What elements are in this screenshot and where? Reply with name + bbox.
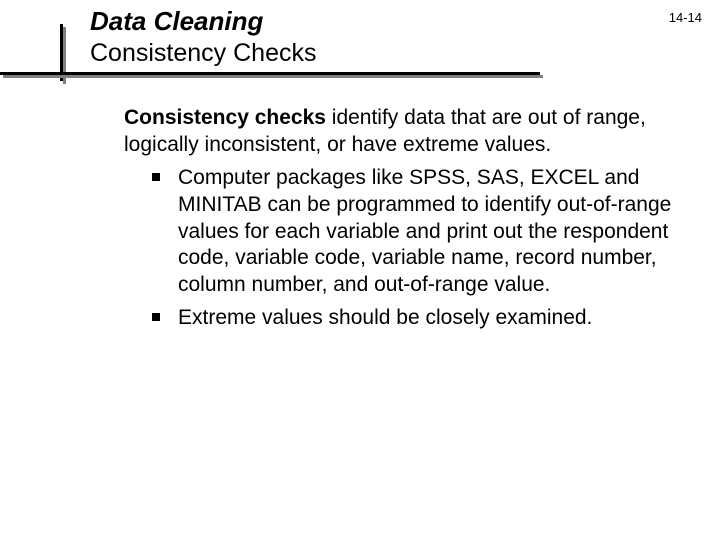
bullet-list: Computer packages like SPSS, SAS, EXCEL … — [152, 165, 676, 332]
bullet-text: Computer packages like SPSS, SAS, EXCEL … — [178, 166, 671, 297]
intro-paragraph: Consistency checks identify data that ar… — [124, 105, 676, 159]
bullet-text: Extreme values should be closely examine… — [178, 306, 592, 329]
intro-bold: Consistency checks — [124, 106, 326, 129]
header-rule — [0, 72, 720, 78]
list-item: Extreme values should be closely examine… — [152, 305, 676, 332]
main-title: Data Cleaning — [90, 6, 720, 37]
square-bullet-icon — [152, 173, 160, 181]
square-bullet-icon — [152, 313, 160, 321]
slide-header: Data Cleaning Consistency Checks — [0, 6, 720, 68]
list-item: Computer packages like SPSS, SAS, EXCEL … — [152, 165, 676, 299]
sub-title: Consistency Checks — [90, 39, 720, 68]
body-text: Consistency checks identify data that ar… — [124, 105, 676, 338]
